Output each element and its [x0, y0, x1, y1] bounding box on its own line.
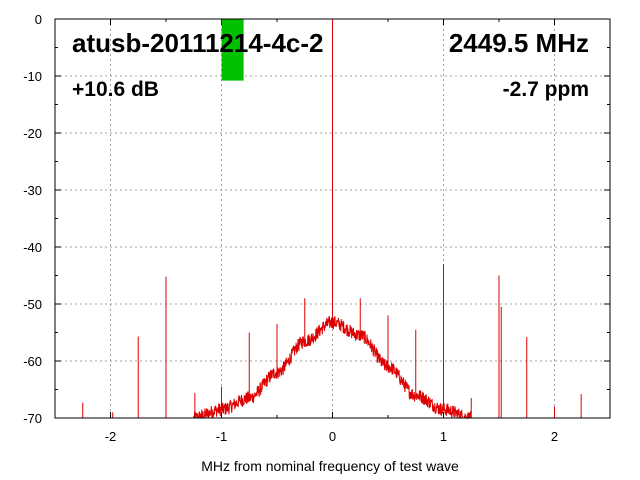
y-tick-label: -20	[23, 126, 42, 141]
frequency-label: 2449.5 MHz	[449, 28, 589, 58]
y-tick-label: 0	[35, 12, 42, 27]
y-tick-label: -60	[23, 354, 42, 369]
spectrum-series	[82, 19, 582, 420]
x-tick-label: -2	[105, 429, 117, 444]
gain-label: +10.6 dB	[72, 78, 159, 101]
noise-floor-trace	[193, 315, 472, 420]
green-marker-bar	[221, 19, 244, 81]
y-tick-label: -70	[23, 411, 42, 426]
x-tick-label: 2	[551, 429, 558, 444]
x-tick-labels: -2 -1 0 1 2	[105, 429, 558, 444]
y-tick-label: -10	[23, 69, 42, 84]
chart-title: atusb-20111214-4c-2	[72, 28, 324, 58]
y-tick-label: -50	[23, 297, 42, 312]
plot-border	[54, 18, 611, 419]
x-tick-label: -1	[216, 429, 228, 444]
x-axis-label: MHz from nominal frequency of test wave	[201, 458, 459, 474]
y-tick-labels: 0 -10 -20 -30 -40 -50 -60 -70	[23, 12, 42, 426]
offset-label: -2.7 ppm	[503, 78, 589, 101]
y-tick-label: -30	[23, 183, 42, 198]
y-tick-label: -40	[23, 240, 42, 255]
x-tick-label: 1	[440, 429, 447, 444]
x-tick-label: 0	[329, 429, 336, 444]
